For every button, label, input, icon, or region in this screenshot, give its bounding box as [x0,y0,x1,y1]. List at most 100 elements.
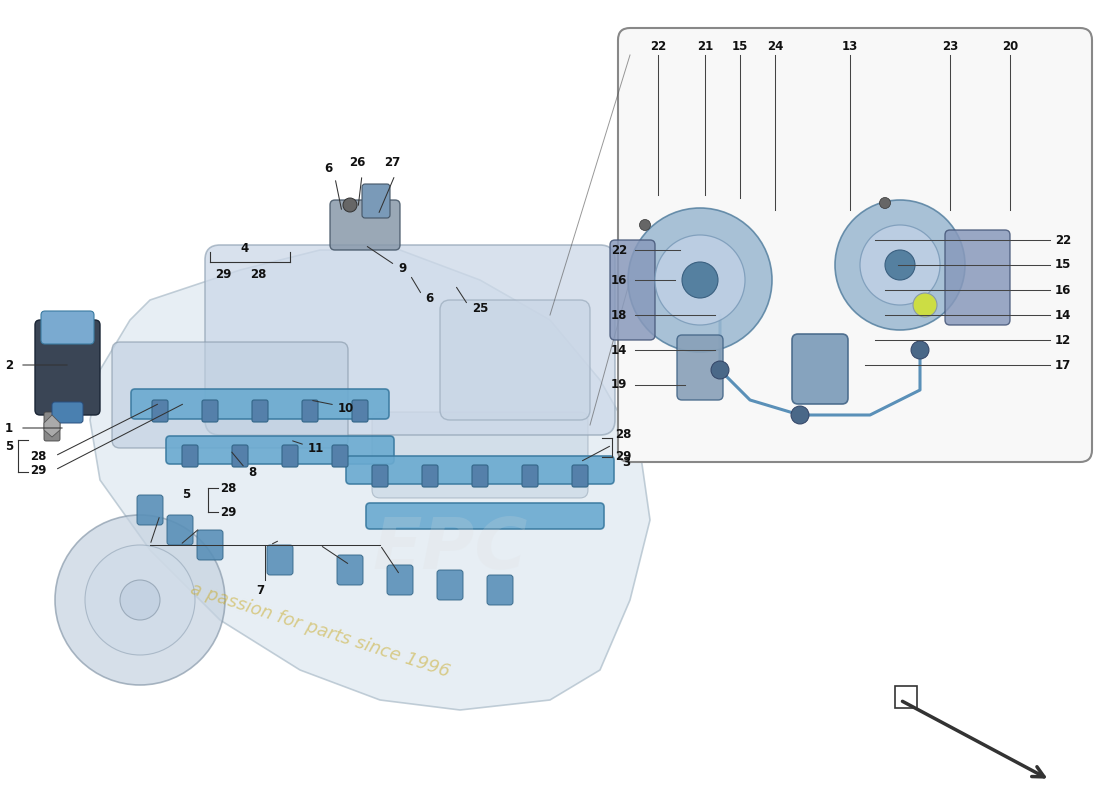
Circle shape [711,361,729,379]
FancyBboxPatch shape [422,465,438,487]
Text: 21: 21 [697,41,713,54]
Bar [895,686,917,708]
Text: EPC: EPC [372,515,528,585]
FancyBboxPatch shape [267,545,293,575]
Text: 22: 22 [1055,234,1071,246]
Text: 15: 15 [1055,258,1071,271]
Text: 15: 15 [732,41,748,54]
FancyBboxPatch shape [197,530,223,560]
Text: 29: 29 [30,463,46,477]
Circle shape [860,225,940,305]
Text: 26: 26 [349,155,365,169]
Circle shape [911,341,930,359]
Text: 5: 5 [6,441,13,454]
Text: 23: 23 [942,41,958,54]
FancyBboxPatch shape [205,245,615,435]
Text: 5: 5 [182,489,190,502]
FancyBboxPatch shape [352,400,368,422]
FancyBboxPatch shape [487,575,513,605]
FancyBboxPatch shape [362,184,390,218]
Text: 11: 11 [308,442,324,454]
Text: 27: 27 [384,155,400,169]
FancyBboxPatch shape [252,400,268,422]
Text: 18: 18 [610,309,627,322]
FancyBboxPatch shape [44,412,60,441]
Text: 2: 2 [6,358,13,371]
FancyBboxPatch shape [792,334,848,404]
FancyBboxPatch shape [337,555,363,585]
Text: 4: 4 [241,242,249,254]
Text: 6: 6 [425,291,433,305]
FancyBboxPatch shape [366,503,604,529]
FancyBboxPatch shape [472,465,488,487]
FancyBboxPatch shape [232,445,248,467]
Circle shape [343,198,358,212]
Text: a passion for parts since 1996: a passion for parts since 1996 [188,579,452,681]
Text: 29: 29 [214,267,231,281]
Text: 24: 24 [767,41,783,54]
FancyBboxPatch shape [35,320,100,415]
FancyBboxPatch shape [572,465,588,487]
FancyBboxPatch shape [166,436,394,464]
FancyBboxPatch shape [372,465,388,487]
Circle shape [835,200,965,330]
Text: 22: 22 [610,243,627,257]
Polygon shape [44,415,60,437]
Text: 20: 20 [1002,41,1019,54]
Circle shape [880,198,891,209]
FancyBboxPatch shape [437,570,463,600]
Circle shape [120,580,160,620]
Text: 10: 10 [338,402,354,414]
Text: 17: 17 [1055,358,1071,371]
Polygon shape [90,250,650,710]
Text: 9: 9 [398,262,406,274]
Text: 29: 29 [220,506,236,518]
FancyBboxPatch shape [346,456,614,484]
FancyBboxPatch shape [131,389,389,419]
FancyBboxPatch shape [676,335,723,400]
Text: 13: 13 [842,41,858,54]
Text: 28: 28 [30,450,46,462]
FancyBboxPatch shape [302,400,318,422]
Text: 29: 29 [615,450,631,463]
FancyBboxPatch shape [372,412,588,498]
FancyBboxPatch shape [610,240,654,340]
Circle shape [639,219,650,230]
Text: 3: 3 [621,455,630,469]
Text: 25: 25 [472,302,488,314]
Text: 28: 28 [250,267,266,281]
FancyBboxPatch shape [332,445,348,467]
FancyBboxPatch shape [522,465,538,487]
Text: 14: 14 [610,343,627,357]
FancyBboxPatch shape [618,28,1092,462]
FancyBboxPatch shape [440,300,590,420]
Circle shape [85,545,195,655]
Text: 7: 7 [256,583,264,597]
Circle shape [682,262,718,298]
Text: 28: 28 [220,482,236,494]
Circle shape [654,235,745,325]
FancyBboxPatch shape [202,400,218,422]
FancyBboxPatch shape [330,200,400,250]
Text: 8: 8 [248,466,256,478]
Circle shape [55,515,225,685]
FancyBboxPatch shape [387,565,412,595]
Text: 14: 14 [1055,309,1071,322]
FancyBboxPatch shape [167,515,192,545]
FancyBboxPatch shape [52,402,82,423]
FancyBboxPatch shape [138,495,163,525]
Circle shape [886,250,915,280]
Text: 16: 16 [1055,283,1071,297]
Text: 12: 12 [1055,334,1071,346]
Text: 22: 22 [650,41,667,54]
FancyBboxPatch shape [282,445,298,467]
Text: 28: 28 [615,429,631,442]
FancyBboxPatch shape [182,445,198,467]
FancyBboxPatch shape [112,342,348,448]
Text: 19: 19 [610,378,627,391]
FancyBboxPatch shape [945,230,1010,325]
Circle shape [913,293,937,317]
Circle shape [791,406,808,424]
Text: 16: 16 [610,274,627,286]
FancyBboxPatch shape [41,311,94,344]
